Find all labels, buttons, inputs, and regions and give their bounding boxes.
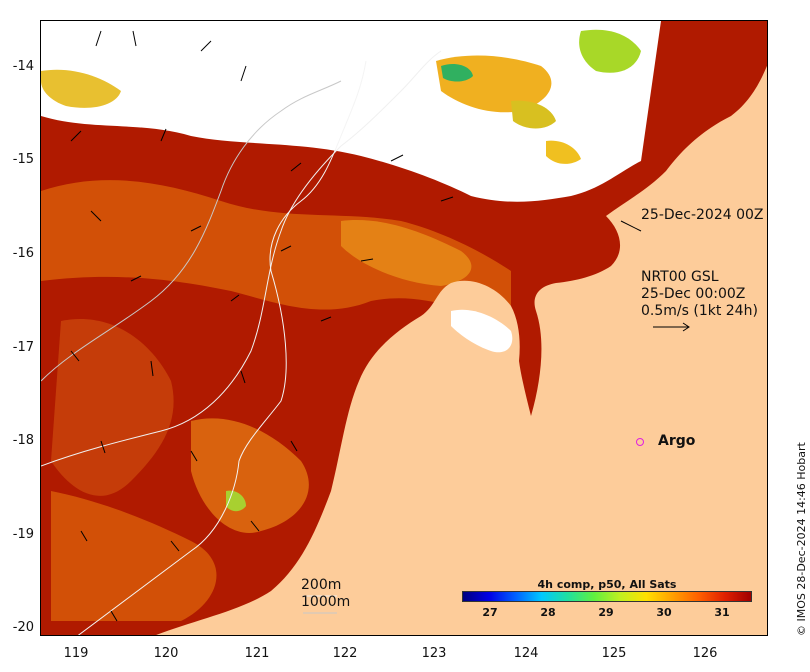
isobath-1000m bbox=[77, 60, 367, 635]
current-arrow bbox=[440, 196, 454, 202]
current-arrow bbox=[170, 540, 180, 552]
argo-label: Argo bbox=[658, 433, 696, 449]
xtick-label: 126 bbox=[692, 646, 718, 661]
current-arrow bbox=[240, 65, 247, 82]
colorbar-tick-label: 31 bbox=[714, 606, 730, 619]
sst-patch-mid-4 bbox=[191, 418, 309, 533]
current-arrow bbox=[190, 225, 202, 232]
current-arrow bbox=[280, 245, 292, 252]
ytick-label: -17 bbox=[12, 340, 34, 355]
ytick-label: -14 bbox=[12, 59, 34, 74]
current-arrow bbox=[230, 294, 240, 302]
ytick-label: -18 bbox=[12, 433, 34, 448]
current-arrow bbox=[360, 258, 374, 262]
current-arrow bbox=[90, 210, 102, 222]
current-arrow bbox=[160, 128, 167, 142]
current-arrow bbox=[95, 30, 102, 47]
xtick-label: 123 bbox=[421, 646, 447, 661]
current-arrow bbox=[150, 360, 154, 377]
current-arrow bbox=[70, 130, 82, 142]
ytick-label: -20 bbox=[12, 620, 34, 635]
xtick-label: 122 bbox=[332, 646, 358, 661]
current-arrow bbox=[200, 40, 212, 52]
map-frame bbox=[40, 20, 768, 636]
current-arrow bbox=[290, 162, 302, 172]
sst-patch-mid-2 bbox=[51, 319, 174, 496]
xtick-label: 119 bbox=[63, 646, 89, 661]
current-vectors bbox=[70, 30, 642, 622]
colorbar-title: 4h comp, p50, All Sats bbox=[537, 578, 677, 591]
current-arrow bbox=[100, 440, 106, 454]
isobath-200m-label: 200m bbox=[301, 577, 342, 593]
xtick-label: 124 bbox=[513, 646, 539, 661]
sst-patch-green-2 bbox=[579, 29, 641, 73]
xtick-label: 120 bbox=[153, 646, 179, 661]
current-arrow bbox=[620, 220, 642, 232]
ytick-label: -16 bbox=[12, 246, 34, 261]
sst-patch-west-green bbox=[41, 69, 121, 108]
isobath-outer bbox=[41, 80, 342, 382]
currents-scale-label: 0.5m/s (1kt 24h) bbox=[641, 303, 758, 319]
current-arrow bbox=[110, 610, 118, 622]
current-scale-arrowhead bbox=[682, 322, 690, 332]
current-arrow bbox=[250, 520, 260, 532]
isobath-200m bbox=[41, 50, 442, 467]
colorbar-tick-label: 30 bbox=[656, 606, 672, 619]
current-arrow bbox=[80, 530, 88, 542]
ytick-label: -19 bbox=[12, 527, 34, 542]
sst-colorbar bbox=[462, 591, 752, 602]
sst-patch-green-4 bbox=[511, 100, 556, 129]
current-arrow bbox=[190, 450, 198, 462]
xtick-label: 121 bbox=[244, 646, 270, 661]
current-arrow bbox=[132, 30, 137, 47]
colorbar-tick-label: 28 bbox=[540, 606, 556, 619]
gulf-cloud bbox=[451, 309, 513, 353]
current-arrow bbox=[290, 440, 298, 452]
sst-patch-mid bbox=[41, 180, 511, 321]
ytick-label: -15 bbox=[12, 152, 34, 167]
currents-product-label: NRT00 GSL bbox=[641, 269, 719, 285]
isobath-1000m-label: 1000m bbox=[301, 594, 351, 610]
current-arrow bbox=[390, 154, 404, 162]
current-arrow bbox=[240, 370, 246, 384]
sst-patch-mid-3 bbox=[51, 491, 217, 621]
sst-map bbox=[41, 21, 767, 635]
current-arrow bbox=[130, 275, 142, 282]
currents-time-label: 25-Dec 00:00Z bbox=[641, 286, 746, 302]
imos-timestamp: © IMOS 28-Dec-2024 14:46 Hobart bbox=[795, 442, 808, 636]
xtick-label: 125 bbox=[601, 646, 627, 661]
pass-time-label: 25-Dec-2024 00Z bbox=[641, 207, 764, 223]
sst-patch-mid-5 bbox=[341, 220, 472, 286]
sst-patch-green-5 bbox=[546, 140, 581, 164]
colorbar-tick-label: 29 bbox=[598, 606, 614, 619]
land-mass bbox=[156, 65, 767, 635]
current-arrow bbox=[320, 316, 332, 322]
sst-patch-green-3 bbox=[441, 64, 473, 82]
colorbar-tick-label: 27 bbox=[482, 606, 498, 619]
argo-float-marker bbox=[636, 438, 644, 446]
current-arrow bbox=[70, 350, 80, 362]
